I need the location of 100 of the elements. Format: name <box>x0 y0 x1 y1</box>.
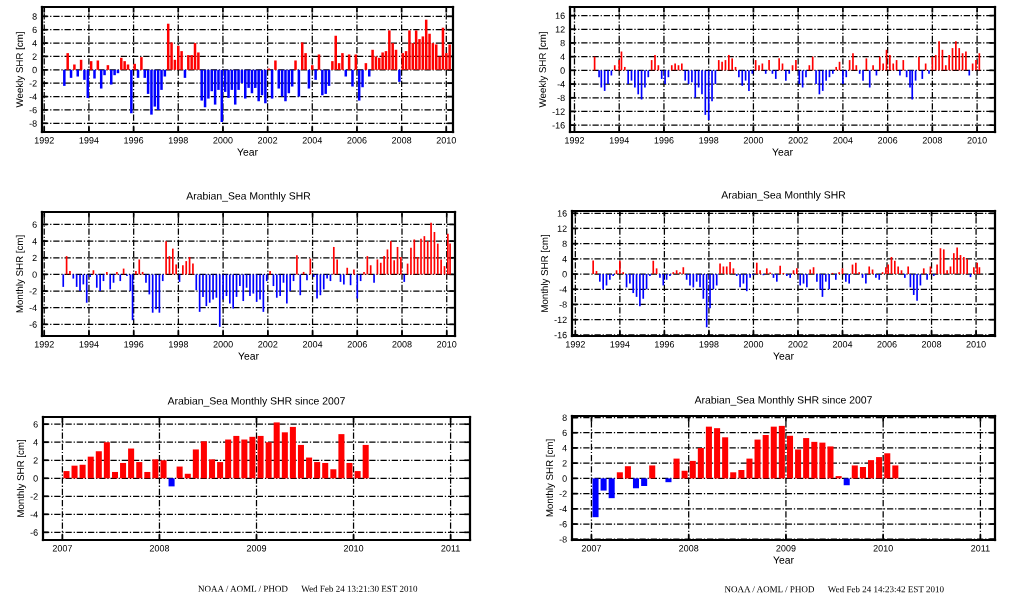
x-axis-title: Year <box>237 148 258 156</box>
bar <box>264 69 267 104</box>
y-axis-title: Monthly SHR [cm] <box>545 439 555 517</box>
x-tick-label: 1992 <box>565 341 585 348</box>
bar <box>87 456 94 479</box>
bar <box>71 465 78 479</box>
y-tick-label: -8 <box>559 301 567 308</box>
bar <box>209 459 216 479</box>
bar <box>150 69 153 115</box>
bar <box>867 460 875 479</box>
bar <box>324 69 327 94</box>
bar <box>346 462 353 479</box>
bar <box>66 53 69 70</box>
bar <box>103 442 110 479</box>
x-tick-label: 2008 <box>922 137 943 144</box>
x-axis-title: Year <box>773 352 794 360</box>
x-tick-label: 2010 <box>436 137 456 144</box>
text: NOAA / AOML / PHOD Wed Feb 24 14:23:42 EST 2010 <box>724 585 944 593</box>
y-tick-label: 6 <box>32 221 37 228</box>
x-tick-label: 2009 <box>246 545 267 552</box>
bar <box>754 439 761 479</box>
text: NOAA / AOML / PHOD Wed Feb 24 13:21:30 EST 2010 <box>198 585 418 592</box>
bar <box>388 30 391 70</box>
chart-title: Arabian_Sea Monthly SHR since 2007 <box>694 395 872 406</box>
y-axis-title: Monthly SHR [cm] <box>540 235 550 312</box>
bar <box>63 471 70 479</box>
bar <box>819 442 826 479</box>
y-tick-label: 16 <box>557 210 567 217</box>
y-tick-label: -6 <box>29 321 37 328</box>
bar <box>120 462 127 479</box>
bar <box>225 439 232 479</box>
y-tick-label: -8 <box>557 94 565 102</box>
bar <box>351 69 354 87</box>
bar <box>697 447 704 479</box>
bar <box>398 69 401 82</box>
x-tick-label: 1996 <box>124 341 144 348</box>
bar <box>168 478 175 487</box>
x-tick-label: 1992 <box>34 137 54 144</box>
y-tick-label: 6 <box>33 421 38 428</box>
y-tick-label: -2 <box>29 288 37 295</box>
chart-title: Arabian_Sea Monthly SHR <box>186 191 311 202</box>
x-tick-label: 2007 <box>52 545 72 552</box>
bar <box>738 470 745 479</box>
x-tick-label: 1992 <box>34 341 54 348</box>
bar <box>297 444 304 479</box>
y-tick-label: 12 <box>557 225 567 232</box>
bar <box>273 422 280 479</box>
bar <box>803 438 810 479</box>
bar <box>786 435 794 479</box>
bar <box>330 469 337 479</box>
bar <box>192 449 199 479</box>
y-tick-label: 0 <box>562 475 567 482</box>
x-tick-label: 2010 <box>967 137 987 144</box>
x-tick-label: 1998 <box>699 341 719 348</box>
bar <box>876 457 883 479</box>
bar <box>144 471 151 479</box>
bar <box>321 69 324 96</box>
x-tick-label: 2011 <box>441 545 460 552</box>
bar <box>294 60 297 70</box>
bar <box>795 449 802 479</box>
x-tick-label: 1998 <box>168 137 188 144</box>
y-tick-label: 4 <box>32 238 37 245</box>
y-tick-label: -4 <box>559 505 567 513</box>
bar <box>689 460 696 479</box>
y-tick-label: -16 <box>554 331 567 339</box>
y-tick-label: 2 <box>562 460 567 467</box>
bar <box>322 462 329 479</box>
bar <box>371 49 374 70</box>
bar <box>362 444 369 479</box>
y-tick-label: 0 <box>33 475 38 482</box>
x-tick-label: 2008 <box>392 341 412 348</box>
bar <box>120 57 123 70</box>
bar <box>227 69 230 98</box>
bar <box>338 434 345 479</box>
x-tick-label: 1994 <box>609 137 629 144</box>
y-tick-label: 4 <box>562 445 567 452</box>
bar <box>241 439 248 479</box>
y-axis-title: Weekly SHR [cm] <box>15 32 25 108</box>
x-axis-title: Year <box>772 148 793 156</box>
y-tick-label: 8 <box>32 13 37 20</box>
x-tick-label: 1996 <box>655 341 675 348</box>
y-tick-label: -16 <box>552 122 565 129</box>
bar <box>306 457 313 479</box>
bar <box>265 442 272 479</box>
y-tick-label: -2 <box>559 490 567 497</box>
bar <box>624 466 631 479</box>
y-tick-label: -4 <box>559 286 567 293</box>
y-tick-label: -12 <box>554 316 567 323</box>
bar <box>128 448 135 479</box>
x-tick-label: 1992 <box>565 137 585 144</box>
x-tick-label: 1994 <box>610 341 630 348</box>
x-tick-label: 2006 <box>347 137 367 144</box>
bar <box>111 471 119 479</box>
bar <box>649 465 656 479</box>
x-axis-title: Year <box>238 352 259 360</box>
bar <box>152 459 159 479</box>
x-tick-label: 1998 <box>169 341 189 348</box>
bar <box>284 69 287 102</box>
x-tick-label: 1994 <box>79 341 99 348</box>
x-tick-label: 2007 <box>581 545 602 552</box>
